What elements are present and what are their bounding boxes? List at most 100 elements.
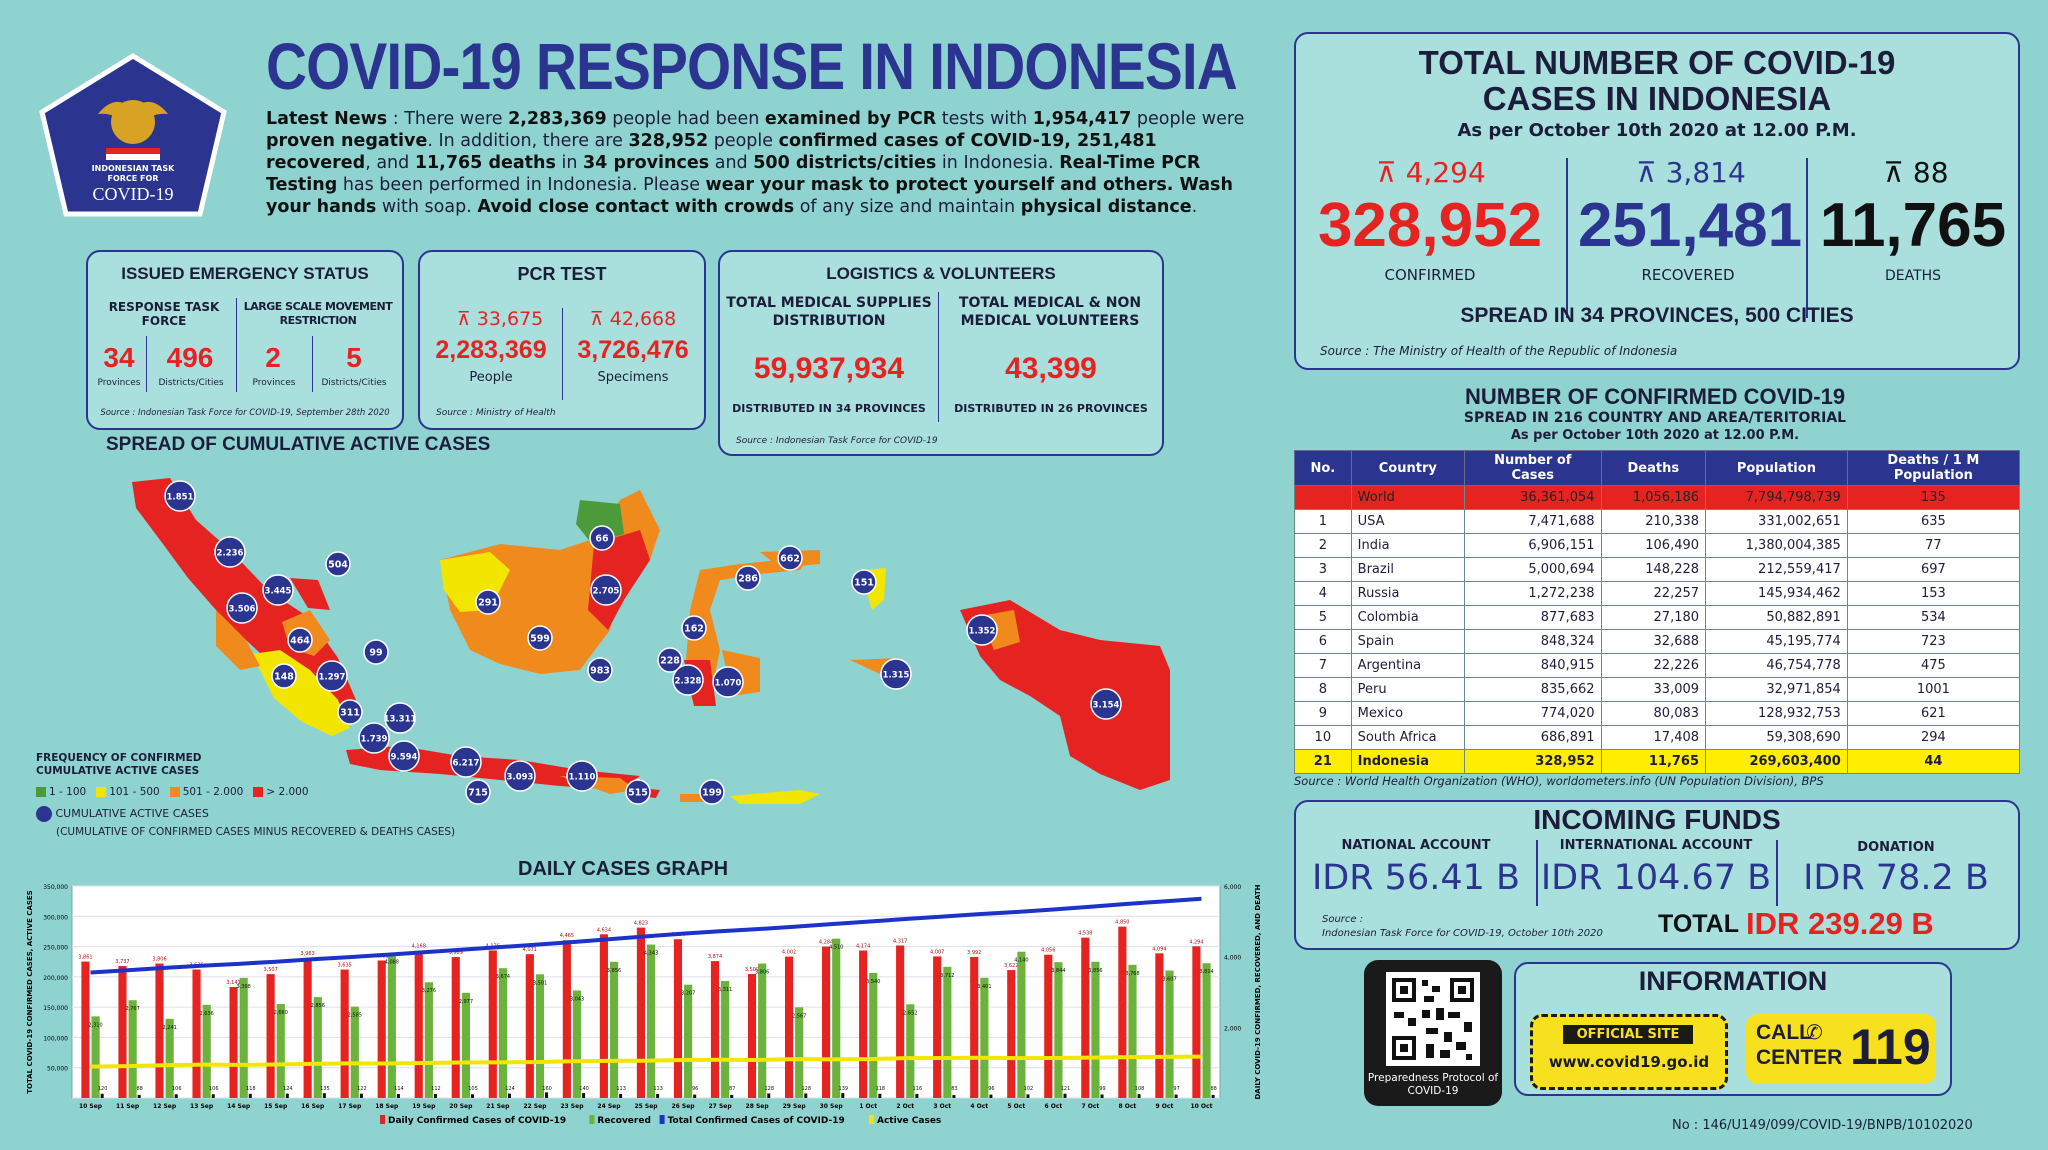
table-cell: Mexico: [1350, 701, 1465, 726]
map-title: SPREAD OF CUMULATIVE ACTIVE CASES: [106, 434, 491, 455]
active-cases-bubble: [712, 666, 744, 698]
death-bar: [248, 1093, 252, 1098]
series-line: [90, 896, 1202, 975]
death-bar: [1137, 1094, 1141, 1098]
death-bar: [322, 1093, 326, 1098]
recovered-bar: [943, 966, 952, 1098]
death-label: 102: [1024, 1086, 1034, 1092]
daily-confirmed-bar: [636, 927, 645, 1098]
death-bar: [545, 1092, 549, 1098]
death-bar: [841, 1093, 845, 1098]
legend-label: Active Cases: [877, 1116, 941, 1126]
active-cases-bubble: [214, 536, 246, 568]
active-cases-label: 3.154: [1093, 701, 1120, 711]
table-cell: Colombia: [1350, 605, 1465, 630]
active-cases-bubble: [966, 614, 998, 646]
recovered-increase: ⊼ 3,814: [1636, 156, 1746, 189]
logistics-panel: LOGISTICS & VOLUNTEERS TOTAL MEDICAL SUP…: [718, 250, 1164, 456]
legend-swatch: [869, 1115, 874, 1124]
active-cases-label: 1.352: [969, 627, 996, 637]
y-axis-title-right: DAILY COVID-19 CONFIRMED, RECOVERED, AND…: [1254, 884, 1262, 1099]
daily-confirmed-bar: [118, 965, 127, 1098]
people-label: People: [469, 370, 513, 385]
districts-label: Districts/Cities: [321, 378, 387, 388]
death-bar: [470, 1094, 474, 1098]
increase-arrow-icon: ⊼: [456, 308, 471, 330]
active-cases-bubble: [475, 589, 501, 615]
death-label: 106: [209, 1086, 219, 1092]
death-label: 88: [137, 1086, 143, 1092]
table-cell: 153: [1846, 581, 2021, 606]
official-site-link[interactable]: OFFICIAL SITE www.covid19.go.id: [1530, 1014, 1728, 1090]
active-cases-bubble: [363, 639, 389, 665]
map-legend: 1 - 100 101 - 500 501 - 2.000 > 2.000: [36, 786, 319, 798]
recovered-label: 3,276: [422, 988, 436, 994]
death-label: 113: [653, 1086, 663, 1092]
daily-confirmed-bar: [859, 950, 868, 1098]
recovered-bar: [758, 963, 767, 1098]
recovered-label: 2,567: [792, 1013, 806, 1019]
table-cell: South Africa: [1350, 725, 1465, 750]
daily-confirmed-bar: [933, 956, 942, 1098]
news-segment: : There were: [387, 109, 509, 129]
recovered-bar: [684, 984, 693, 1098]
daily-confirmed-bar: [488, 950, 497, 1098]
active-cases-bubble: [1090, 688, 1122, 720]
death-label: 140: [579, 1086, 589, 1092]
x-tick-label: 29 Sep: [783, 1103, 807, 1110]
daily-confirmed-label: 3,507: [263, 967, 277, 973]
legend-swatch: [659, 1115, 665, 1124]
call-center-button[interactable]: CALL ✆ CENTER 119: [1746, 1014, 1936, 1084]
task-force-provinces-value: 34: [103, 342, 135, 373]
table-cell: 534: [1846, 605, 2021, 630]
table-row: 3 Brazil 5,000,694 148,228 212,559,417 697: [1294, 557, 2021, 582]
recovered-bar: [795, 1007, 804, 1098]
daily-confirmed-label: 3,509: [745, 967, 759, 973]
supplies-distribution: DISTRIBUTED IN 34 PROVINCES: [732, 402, 926, 415]
active-cases-bubble: [504, 760, 536, 792]
provinces-label: Provinces: [97, 378, 141, 388]
x-tick-label: 10 Sep: [79, 1103, 103, 1110]
active-cases-bubble: [589, 525, 615, 551]
table-cell: 621: [1846, 701, 2021, 726]
recovered-bar: [91, 1016, 100, 1098]
death-bar: [396, 1093, 400, 1098]
daily-confirmed-label: 4,071: [523, 947, 537, 953]
indonesia-map: 1.851 2.236 3.445 3.506 464 148 1.297 99 311 1.73…: [132, 478, 1170, 805]
recovered-bar: [832, 938, 841, 1098]
world-cases-table: No. Country Number of Cases Deaths Populatio…: [1294, 450, 2021, 774]
x-tick-label: 20 Sep: [449, 1103, 473, 1110]
recovered-label: 3,856: [1088, 968, 1102, 974]
active-cases-label: 1.851: [167, 493, 194, 503]
qr-code-icon: [1386, 972, 1480, 1066]
table-cell: Indonesia: [1350, 749, 1465, 774]
legend-label: Total Confirmed Cases of COVID-19: [668, 1116, 845, 1126]
garuda-shield-icon: [39, 53, 227, 217]
news-segment: wear your mask to protect yourself and o…: [266, 175, 1233, 217]
world-title: NUMBER OF CONFIRMED COVID-19: [1464, 384, 1846, 409]
death-label: 96: [692, 1086, 698, 1092]
death-bar: [174, 1094, 178, 1098]
table-cell: 848,324: [1463, 629, 1602, 654]
table-cell: 686,891: [1463, 725, 1602, 750]
qr-caption: Preparedness Protocol of COVID-19: [1367, 1072, 1499, 1097]
death-bar: [656, 1094, 660, 1098]
active-cases-bubble: [587, 657, 613, 683]
legend-swatch: [589, 1115, 595, 1124]
death-label: 118: [246, 1086, 256, 1092]
death-bar: [582, 1093, 586, 1098]
table-cell: 11,765: [1600, 749, 1707, 774]
death-label: 139: [839, 1086, 849, 1092]
psbb-districts-value: 5: [346, 342, 362, 373]
legend-swatch: [380, 1115, 385, 1124]
table-cell: 21: [1294, 749, 1352, 774]
table-header: Number of Cases: [1463, 450, 1602, 486]
recovered-bar: [202, 1004, 211, 1098]
qr-code-card[interactable]: Preparedness Protocol of COVID-19: [1364, 960, 1502, 1106]
region-ntt: [730, 790, 820, 804]
active-cases-label: 464: [290, 636, 310, 647]
death-bar: [285, 1093, 289, 1098]
y-tick-left: 100,000: [43, 1035, 68, 1042]
active-cases-label: 99: [369, 648, 382, 659]
active-cases-label: 2.236: [217, 549, 244, 559]
